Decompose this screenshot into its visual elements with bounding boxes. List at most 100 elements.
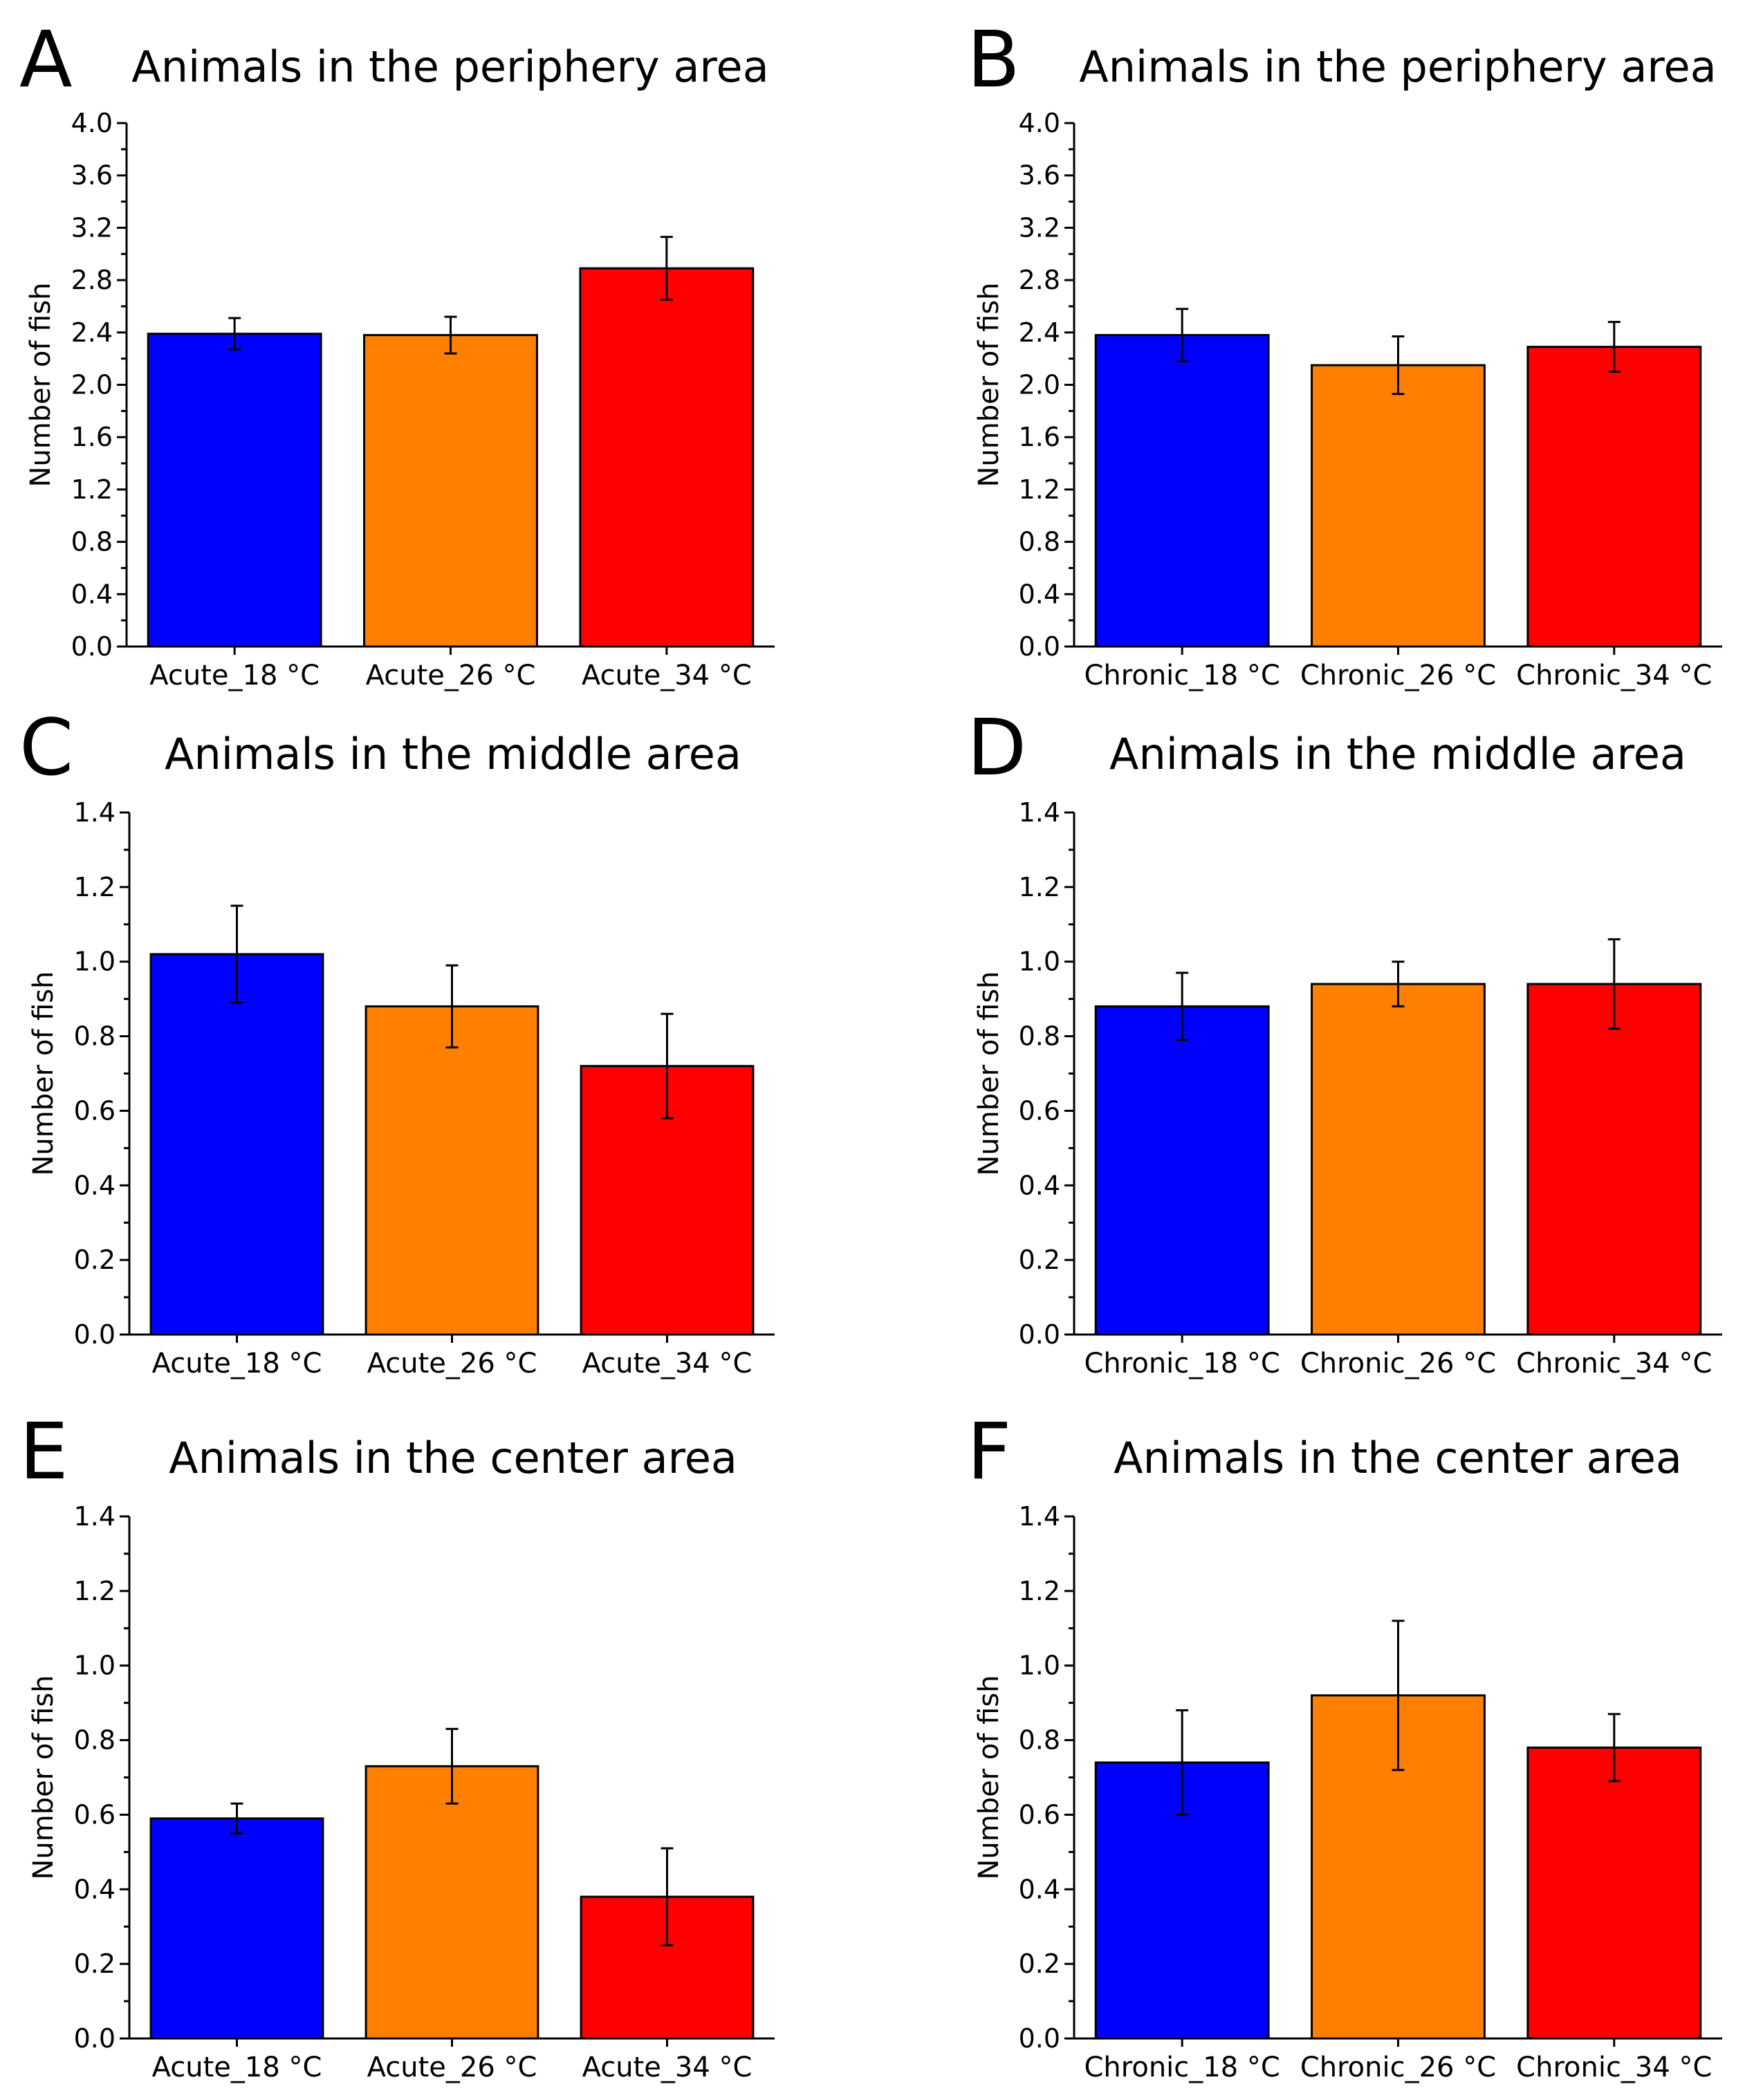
- y-tick-label: 0.6: [1019, 1799, 1060, 1830]
- y-tick-label: 1.0: [1019, 947, 1060, 977]
- panel-letter: F: [967, 1407, 1011, 1497]
- y-tick-label: 1.2: [71, 474, 113, 505]
- y-tick-label: 0.2: [74, 1949, 116, 1979]
- chart-title: Animals in the center area: [1114, 1433, 1682, 1483]
- y-tick-label: 3.6: [1019, 160, 1060, 191]
- y-tick-label: 3.2: [71, 212, 113, 243]
- x-tick-label: Acute_18 °C: [149, 660, 320, 691]
- y-tick-label: 1.2: [74, 872, 116, 902]
- y-tick-label: 0.4: [74, 1874, 116, 1904]
- y-axis-label: Number of fish: [25, 282, 57, 487]
- y-tick-label: 0.0: [71, 631, 113, 662]
- x-tick-label: Chronic_26 °C: [1300, 2052, 1496, 2083]
- panel-letter: A: [19, 15, 73, 105]
- x-tick-label: Chronic_18 °C: [1084, 660, 1280, 691]
- y-tick-label: 1.0: [74, 947, 116, 977]
- y-tick-label: 1.2: [1019, 872, 1060, 902]
- y-tick-label: 2.0: [1019, 370, 1060, 400]
- y-axis-label: Number of fish: [973, 282, 1005, 487]
- bar-1: [1094, 334, 1270, 648]
- y-axis-label: Number of fish: [28, 1675, 59, 1879]
- y-tick-label: 0.4: [1019, 1170, 1060, 1200]
- x-tick-label: Acute_34 °C: [582, 660, 752, 691]
- y-tick-label: 0.2: [74, 1245, 116, 1275]
- y-axis-label: Number of fish: [973, 971, 1005, 1176]
- y-tick-label: 0.8: [74, 1021, 116, 1052]
- y-tick-label: 4.0: [1019, 108, 1060, 138]
- y-tick-label: 2.8: [1019, 265, 1060, 295]
- bar-2: [364, 1765, 539, 2040]
- y-tick-label: 1.4: [74, 1501, 116, 1532]
- x-tick-label: Acute_26 °C: [367, 2052, 537, 2083]
- x-tick-label: Acute_34 °C: [582, 2052, 753, 2083]
- x-tick-label: Acute_18 °C: [152, 1348, 322, 1379]
- bar-2: [364, 1005, 539, 1336]
- panel-letter: E: [19, 1407, 68, 1497]
- y-tick-label: 0.6: [74, 1095, 116, 1126]
- y-tick-label: 0.4: [1019, 1874, 1060, 1904]
- y-tick-label: 1.4: [74, 797, 116, 828]
- bar-2: [363, 334, 538, 648]
- y-tick-label: 1.0: [74, 1651, 116, 1681]
- y-tick-label: 1.6: [1019, 422, 1060, 452]
- chart-panel-d: D Animals in the middle area Number of fis…: [967, 703, 1722, 1379]
- x-tick-label: Acute_18 °C: [152, 2052, 322, 2083]
- x-tick-label: Chronic_34 °C: [1516, 660, 1712, 691]
- x-tick-label: Chronic_18 °C: [1084, 1348, 1280, 1379]
- y-axis-label: Number of fish: [973, 1675, 1005, 1879]
- bar-2: [1311, 983, 1486, 1336]
- bar-3: [1526, 346, 1702, 648]
- y-tick-label: 0.2: [1019, 1949, 1060, 1979]
- bar-3: [1526, 983, 1702, 1336]
- y-tick-label: 2.4: [1019, 317, 1060, 348]
- bar-2: [1311, 364, 1486, 648]
- y-tick-label: 0.4: [71, 579, 113, 609]
- chart-panel-e: E Animals in the center area Number of fis…: [19, 1407, 775, 2083]
- chart-title: Animals in the periphery area: [131, 41, 768, 92]
- y-tick-label: 1.4: [1019, 1501, 1060, 1532]
- y-tick-label: 0.4: [1019, 579, 1060, 609]
- x-tick-label: Acute_26 °C: [367, 1348, 537, 1379]
- chart-title: Animals in the periphery area: [1079, 41, 1716, 92]
- y-tick-label: 1.4: [1019, 797, 1060, 828]
- y-tick-label: 2.4: [71, 317, 113, 348]
- y-tick-label: 3.2: [1019, 212, 1060, 243]
- y-tick-label: 0.6: [1019, 1095, 1060, 1126]
- chart-panel-c: C Animals in the middle area Number of fis…: [19, 703, 775, 1379]
- y-tick-label: 2.8: [71, 265, 113, 295]
- bar-1: [1094, 1005, 1270, 1336]
- y-tick-label: 0.0: [74, 2023, 116, 2054]
- x-tick-label: Chronic_18 °C: [1084, 2052, 1280, 2083]
- y-tick-label: 0.0: [1019, 631, 1060, 662]
- chart-title: Animals in the center area: [169, 1433, 737, 1483]
- y-tick-label: 1.0: [1019, 1651, 1060, 1681]
- x-tick-label: Chronic_34 °C: [1516, 1348, 1712, 1379]
- bar-1: [149, 953, 324, 1336]
- y-tick-label: 0.8: [1019, 1021, 1060, 1052]
- y-tick-label: 1.2: [74, 1576, 116, 1606]
- y-tick-label: 0.8: [1019, 527, 1060, 557]
- y-axis-label: Number of fish: [28, 971, 59, 1176]
- chart-title: Animals in the middle area: [165, 729, 741, 779]
- bar-1: [147, 333, 322, 648]
- y-tick-label: 0.0: [1019, 1319, 1060, 1350]
- panel-letter: D: [967, 703, 1026, 793]
- panel-letter: C: [19, 703, 73, 793]
- x-tick-label: Chronic_34 °C: [1516, 2052, 1712, 2083]
- y-tick-label: 2.0: [71, 370, 113, 400]
- x-tick-label: Acute_34 °C: [582, 1348, 753, 1379]
- chart-panel-a: A Animals in the periphery area Number of …: [19, 15, 775, 691]
- y-tick-label: 4.0: [71, 108, 113, 138]
- y-tick-label: 0.8: [74, 1725, 116, 1756]
- x-tick-label: Acute_26 °C: [366, 660, 536, 691]
- x-tick-label: Chronic_26 °C: [1300, 1348, 1496, 1379]
- bar-3: [1526, 1746, 1702, 2040]
- y-tick-label: 0.8: [71, 527, 113, 557]
- y-tick-label: 3.6: [71, 160, 113, 191]
- chart-panel-f: F Animals in the center area Number of fis…: [967, 1407, 1722, 2083]
- y-tick-label: 0.4: [74, 1170, 116, 1200]
- y-tick-label: 0.8: [1019, 1725, 1060, 1756]
- panel-letter: B: [967, 15, 1020, 105]
- chart-panel-b: B Animals in the periphery area Number of …: [967, 15, 1722, 691]
